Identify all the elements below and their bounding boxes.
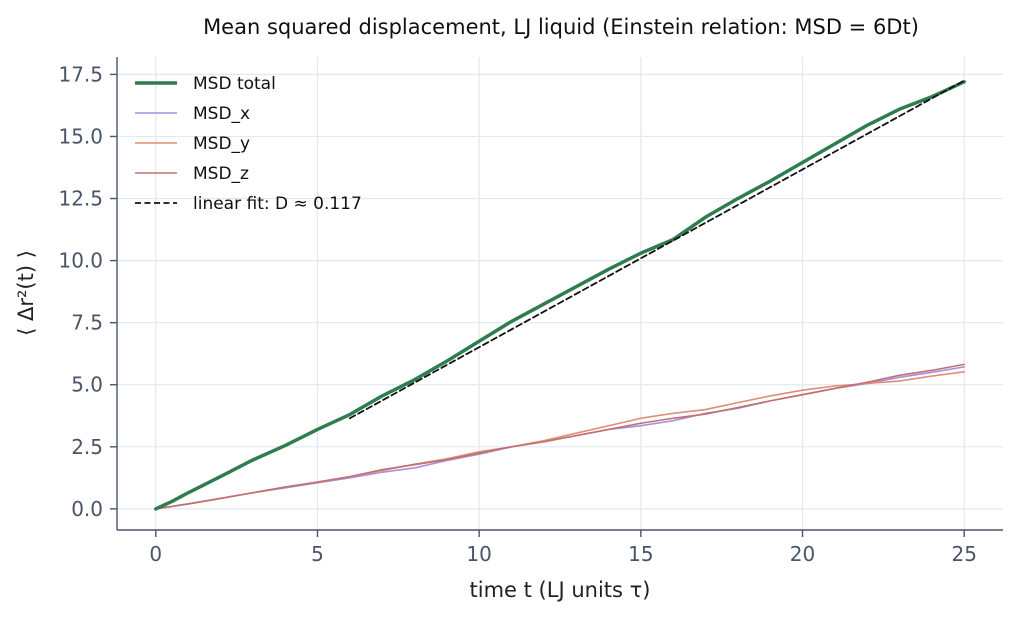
- x-tick-label: 5: [311, 542, 324, 566]
- x-tick-label: 10: [466, 542, 491, 566]
- y-axis-label: ⟨ Δr²(t) ⟩: [14, 250, 38, 336]
- y-tick-label: 15.0: [58, 124, 103, 148]
- y-tick-label: 2.5: [71, 435, 103, 459]
- y-tick-label: 12.5: [58, 187, 103, 211]
- x-ticks: 0 5 10 15 20 25: [149, 530, 977, 566]
- x-tick-label: 20: [790, 542, 815, 566]
- series-line-msd-total: [154, 80, 966, 511]
- x-axis-label: time t (LJ units τ): [470, 578, 651, 602]
- series-lines: [154, 79, 966, 511]
- legend-label-msd-z: MSD_z: [193, 164, 249, 184]
- x-tick-label: 25: [951, 542, 976, 566]
- legend-label-msd-x: MSD_x: [193, 104, 250, 124]
- legend-label-msd-total: MSD total: [193, 74, 276, 94]
- x-tick-label: 15: [628, 542, 653, 566]
- legend-label-linear-fit-d-0-117: linear fit: D ≈ 0.117: [193, 194, 362, 214]
- y-tick-label: 5.0: [71, 373, 103, 397]
- x-tick-label: 0: [149, 542, 162, 566]
- chart-title: Mean squared displacement, LJ liquid (Ei…: [203, 15, 919, 39]
- y-tick-label: 0.0: [71, 497, 103, 521]
- series-line-msd-x: [155, 366, 966, 510]
- legend-label-msd-y: MSD_y: [193, 134, 250, 154]
- y-tick-label: 10.0: [58, 249, 103, 273]
- series-line-msd-z: [155, 363, 966, 510]
- y-tick-label: 7.5: [71, 311, 103, 335]
- y-tick-label: 17.5: [58, 62, 103, 86]
- grid: [117, 57, 1003, 530]
- series-line-linear-fit-d-0-117: [348, 79, 966, 420]
- y-ticks: 0.0 2.5 5.0 7.5 10.0 12.5 15.0 17.5: [58, 62, 117, 521]
